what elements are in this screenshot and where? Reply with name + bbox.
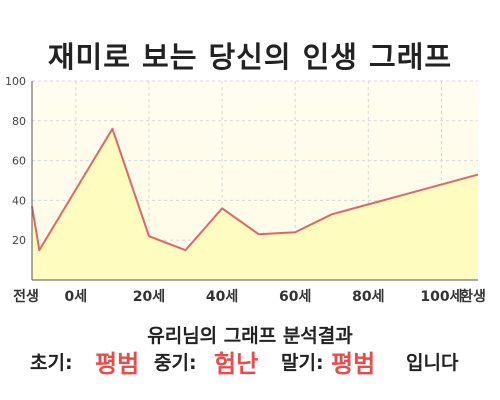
mid-label: 중기: [154, 352, 197, 374]
x-tick-label: 환생 [460, 288, 486, 305]
x-tick-label: 전생 [13, 288, 39, 305]
result-suffix: 입니다 [406, 352, 459, 374]
x-tick-label: 80세 [352, 289, 384, 305]
early-value: 평범 [95, 350, 140, 378]
y-tick-label: 20 [12, 234, 26, 247]
series-line [31, 127, 479, 252]
x-tick-label: 60세 [279, 289, 311, 305]
late-value: 평범 [331, 350, 376, 378]
analysis-title: 유리님의 그래프 분석결과 [147, 325, 353, 347]
chart-title: 재미로 보는 당신의 인생 그래프 [47, 40, 453, 74]
y-tick-label: 60 [12, 155, 26, 168]
y-tick-label: 40 [12, 194, 26, 207]
early-label: 초기: [30, 352, 73, 374]
late-label: 말기: [281, 352, 324, 374]
x-tick-label: 20세 [133, 289, 165, 305]
x-tick-label: 0세 [65, 289, 88, 305]
y-tick-label: 80 [12, 115, 26, 128]
mid-value: 험난 [214, 350, 259, 378]
x-tick-label: 40세 [206, 289, 238, 305]
y-tick-label: 100 [5, 75, 26, 88]
area-fill [32, 128, 478, 280]
x-tick-label: 100세 [420, 289, 462, 305]
